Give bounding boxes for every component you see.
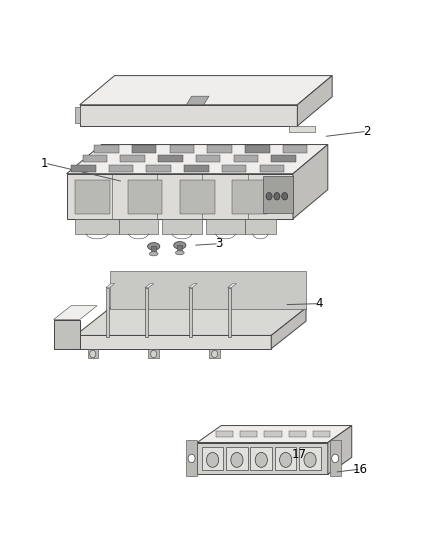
Polygon shape	[75, 108, 80, 123]
Polygon shape	[94, 146, 119, 152]
Text: 1: 1	[41, 157, 49, 169]
Ellipse shape	[148, 243, 160, 250]
Polygon shape	[88, 349, 98, 358]
Text: 16: 16	[353, 463, 368, 475]
Polygon shape	[208, 146, 232, 152]
Polygon shape	[67, 144, 328, 174]
Polygon shape	[177, 245, 183, 253]
Polygon shape	[293, 144, 328, 219]
Polygon shape	[209, 349, 220, 358]
Polygon shape	[162, 219, 201, 233]
Polygon shape	[75, 181, 110, 214]
Ellipse shape	[176, 251, 184, 255]
Polygon shape	[201, 447, 223, 470]
Polygon shape	[328, 425, 352, 474]
Polygon shape	[188, 288, 192, 337]
Polygon shape	[289, 126, 315, 132]
Polygon shape	[297, 76, 332, 126]
Circle shape	[266, 192, 272, 200]
Polygon shape	[80, 105, 297, 126]
Polygon shape	[313, 431, 330, 438]
Polygon shape	[228, 288, 231, 337]
Polygon shape	[271, 155, 296, 163]
Polygon shape	[180, 181, 215, 214]
Polygon shape	[197, 425, 352, 442]
Polygon shape	[196, 155, 220, 163]
Circle shape	[255, 453, 267, 467]
Polygon shape	[271, 308, 306, 349]
Circle shape	[151, 350, 157, 358]
Polygon shape	[151, 246, 156, 254]
Polygon shape	[186, 96, 209, 105]
Text: 3: 3	[215, 237, 223, 250]
Circle shape	[90, 350, 96, 358]
Polygon shape	[53, 319, 80, 349]
Polygon shape	[233, 155, 258, 163]
Polygon shape	[186, 440, 197, 477]
Text: 17: 17	[292, 448, 307, 461]
Polygon shape	[146, 165, 171, 172]
Polygon shape	[226, 447, 248, 470]
Polygon shape	[188, 284, 197, 288]
Circle shape	[304, 453, 316, 467]
Polygon shape	[232, 181, 267, 214]
Circle shape	[274, 192, 280, 200]
Polygon shape	[289, 431, 306, 438]
Polygon shape	[184, 165, 208, 172]
Polygon shape	[80, 76, 332, 105]
Ellipse shape	[149, 252, 158, 256]
Polygon shape	[127, 181, 162, 214]
Polygon shape	[67, 174, 293, 219]
Text: 2: 2	[363, 125, 371, 138]
Polygon shape	[283, 146, 307, 152]
Polygon shape	[251, 447, 272, 470]
Polygon shape	[158, 155, 183, 163]
Polygon shape	[197, 442, 328, 474]
Polygon shape	[53, 306, 97, 319]
Circle shape	[282, 192, 288, 200]
Polygon shape	[109, 165, 133, 172]
Polygon shape	[132, 146, 156, 152]
Polygon shape	[262, 176, 293, 214]
Polygon shape	[299, 447, 321, 470]
Polygon shape	[245, 146, 270, 152]
Circle shape	[212, 350, 218, 358]
Circle shape	[206, 453, 219, 467]
Polygon shape	[245, 219, 276, 233]
Circle shape	[188, 454, 195, 463]
Polygon shape	[119, 219, 158, 233]
Polygon shape	[240, 431, 257, 438]
Polygon shape	[120, 155, 145, 163]
Polygon shape	[75, 219, 119, 233]
Polygon shape	[216, 431, 233, 438]
Polygon shape	[75, 308, 306, 335]
Polygon shape	[145, 288, 148, 337]
Ellipse shape	[174, 241, 186, 249]
Circle shape	[332, 454, 339, 463]
Circle shape	[231, 453, 243, 467]
Polygon shape	[106, 288, 110, 337]
Polygon shape	[148, 349, 159, 358]
Polygon shape	[170, 146, 194, 152]
Polygon shape	[330, 440, 341, 477]
Polygon shape	[228, 284, 237, 288]
Polygon shape	[260, 165, 284, 172]
Polygon shape	[83, 155, 107, 163]
Polygon shape	[206, 219, 245, 233]
Polygon shape	[222, 165, 247, 172]
Polygon shape	[265, 431, 282, 438]
Polygon shape	[71, 165, 95, 172]
Polygon shape	[75, 335, 271, 349]
Text: 4: 4	[315, 297, 323, 310]
Polygon shape	[275, 447, 297, 470]
Polygon shape	[106, 284, 115, 288]
Polygon shape	[145, 284, 154, 288]
Polygon shape	[110, 271, 306, 310]
Circle shape	[279, 453, 292, 467]
